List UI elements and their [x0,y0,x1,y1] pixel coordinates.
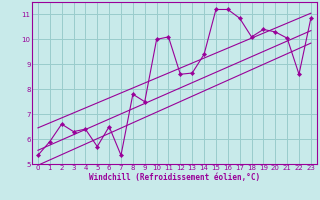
X-axis label: Windchill (Refroidissement éolien,°C): Windchill (Refroidissement éolien,°C) [89,173,260,182]
